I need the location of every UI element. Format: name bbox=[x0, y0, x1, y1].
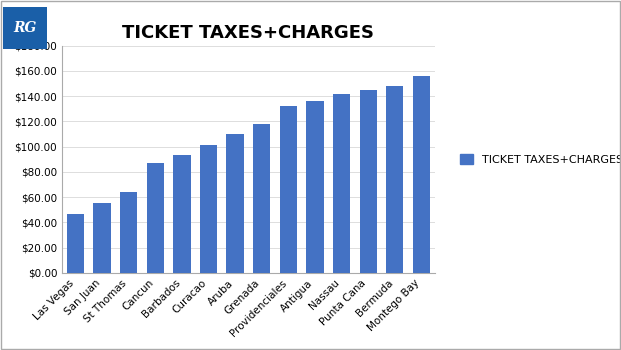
Bar bbox=[333, 93, 350, 273]
Legend: TICKET TAXES+CHARGES: TICKET TAXES+CHARGES bbox=[455, 149, 621, 169]
Bar bbox=[279, 106, 297, 273]
Bar bbox=[93, 203, 111, 273]
Bar bbox=[386, 86, 404, 273]
Bar bbox=[147, 163, 164, 273]
Bar bbox=[413, 76, 430, 273]
Text: RG: RG bbox=[13, 21, 37, 35]
Text: TICKET TAXES+CHARGES: TICKET TAXES+CHARGES bbox=[122, 25, 374, 42]
Bar bbox=[306, 101, 324, 273]
Bar bbox=[120, 192, 137, 273]
Bar bbox=[67, 214, 84, 273]
Bar bbox=[253, 124, 270, 273]
Bar bbox=[200, 145, 217, 273]
Bar bbox=[360, 90, 377, 273]
Bar bbox=[227, 134, 243, 273]
Bar bbox=[173, 155, 191, 273]
